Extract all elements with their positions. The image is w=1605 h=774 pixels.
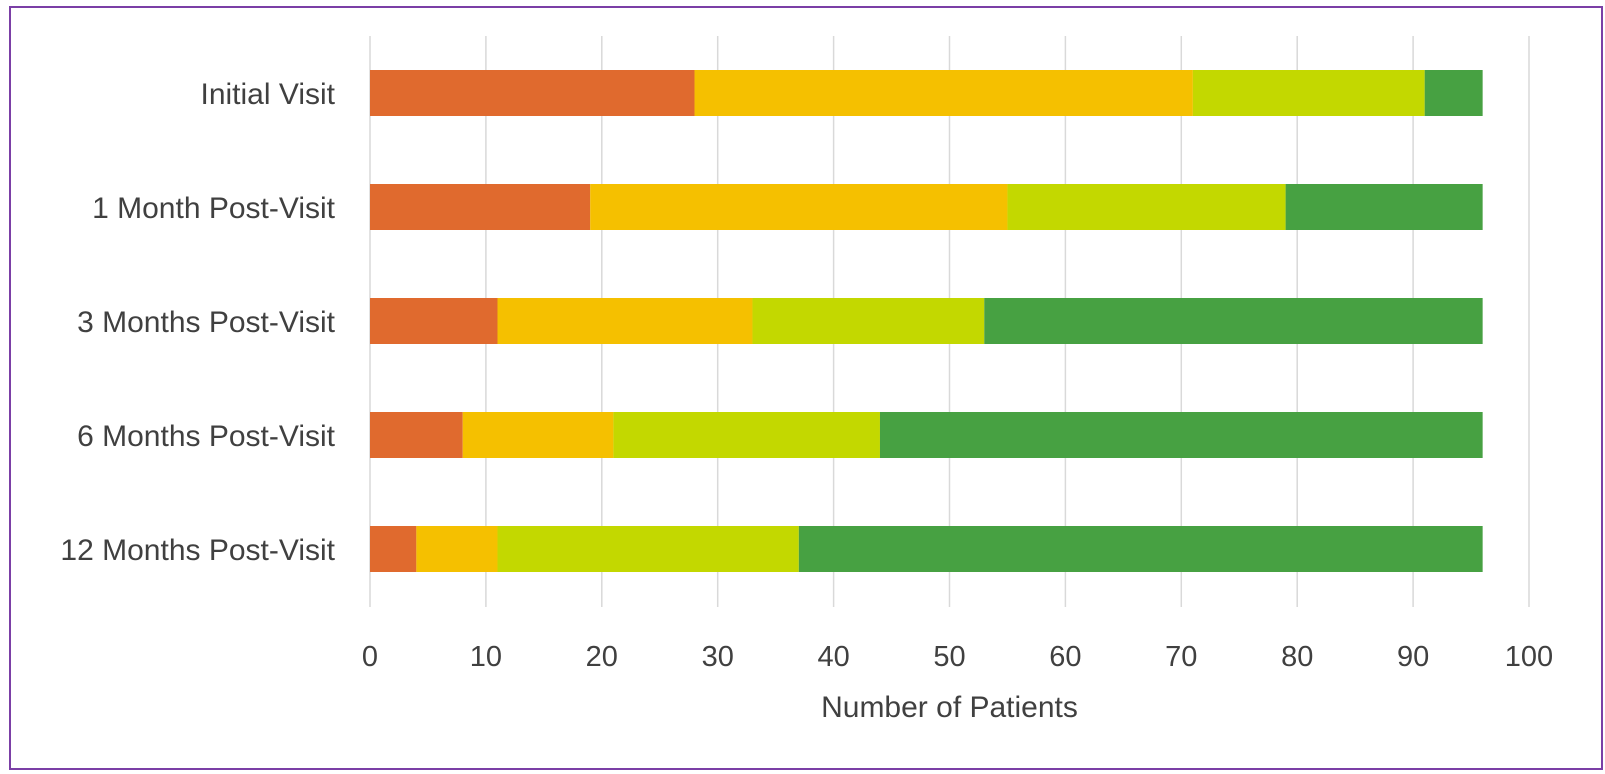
- bar-segment: [497, 526, 799, 572]
- x-tick-label: 10: [470, 641, 502, 673]
- bar-segment: [416, 526, 498, 572]
- bar-segment: [879, 412, 1483, 458]
- x-axis-tick-labels: 0 10 20 30 40 50 60 70 80 90 100: [362, 641, 1553, 673]
- bar-segment: [752, 298, 985, 344]
- x-axis-title: Number of Patients: [821, 691, 1078, 724]
- x-tick-label: 100: [1505, 641, 1553, 673]
- bar-segment: [1007, 184, 1286, 230]
- category-labels: Initial Visit 1 Month Post-Visit 3 Months …: [60, 78, 335, 567]
- bar-segment: [1192, 70, 1425, 116]
- bars: [370, 70, 1483, 572]
- x-tick-label: 70: [1165, 641, 1197, 673]
- category-label: 6 Months Post-Visit: [77, 420, 336, 453]
- bar-segment: [984, 298, 1483, 344]
- x-tick-label: 30: [702, 641, 734, 673]
- bar-segment: [613, 412, 880, 458]
- bar-segment: [590, 184, 1008, 230]
- x-tick-label: 90: [1397, 641, 1429, 673]
- category-label: 12 Months Post-Visit: [60, 534, 335, 567]
- category-label: 1 Month Post-Visit: [92, 192, 336, 225]
- bar-segment: [370, 298, 498, 344]
- category-label: 3 Months Post-Visit: [77, 306, 336, 339]
- x-tick-label: 40: [817, 641, 849, 673]
- bar-segment: [1285, 184, 1483, 230]
- bar-segment: [497, 298, 753, 344]
- x-tick-label: 80: [1281, 641, 1313, 673]
- bar-segment: [462, 412, 614, 458]
- x-tick-label: 0: [362, 641, 378, 673]
- bar-segment: [370, 412, 463, 458]
- category-label: Initial Visit: [200, 78, 335, 111]
- bar-segment: [798, 526, 1483, 572]
- x-tick-label: 20: [586, 641, 618, 673]
- bar-segment: [370, 70, 695, 116]
- x-tick-label: 60: [1049, 641, 1081, 673]
- chart-frame: [9, 6, 1603, 770]
- x-tick-label: 50: [933, 641, 965, 673]
- bar-segment: [694, 70, 1193, 116]
- bar-segment: [370, 184, 591, 230]
- bar-segment: [370, 526, 417, 572]
- bar-segment: [1424, 70, 1483, 116]
